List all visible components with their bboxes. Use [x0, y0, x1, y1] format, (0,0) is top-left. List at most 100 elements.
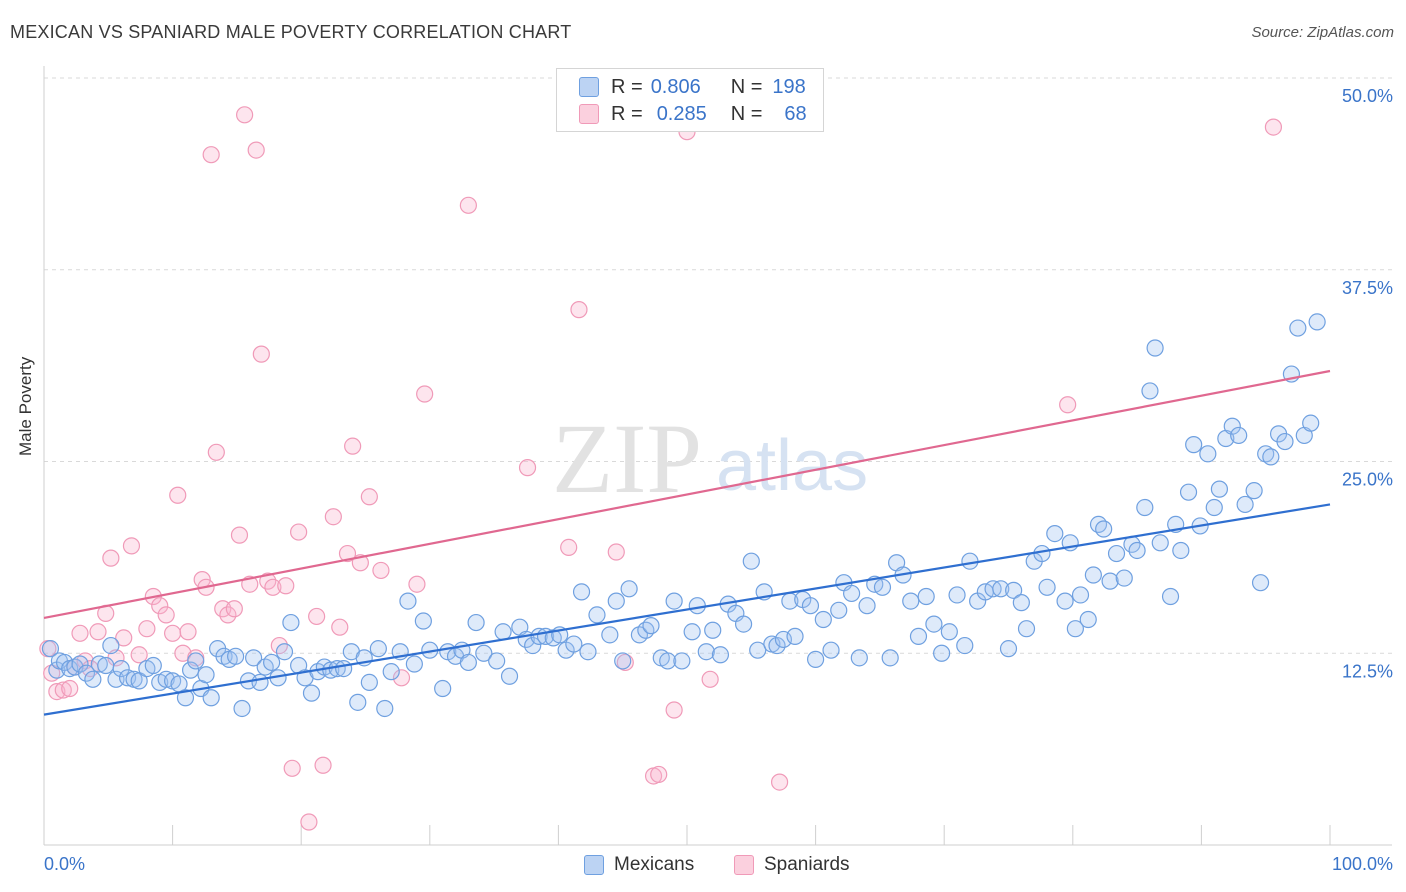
mexicans-point: [102, 636, 120, 655]
mexicans-point: [1179, 483, 1198, 501]
spaniards-point: [560, 538, 578, 557]
mexicans-point: [84, 670, 102, 688]
series-mexicans: [41, 313, 1326, 718]
mexicans-point: [245, 649, 263, 667]
mexicans-trend-line: [43, 503, 1331, 716]
mexicans-point: [1289, 319, 1307, 337]
mexicans-point: [749, 641, 767, 659]
spaniards-point: [225, 600, 243, 618]
mexicans-point: [1141, 382, 1159, 400]
mexicans-point: [1128, 541, 1146, 560]
mexicans-point: [1245, 482, 1263, 500]
spaniards-point: [518, 459, 537, 477]
mexicans-point: [614, 652, 632, 670]
spaniards-point: [61, 679, 79, 698]
mexicans-point: [488, 652, 506, 670]
spaniards-swatch: [734, 855, 754, 875]
mexicans-point: [369, 640, 387, 658]
mexicans-point: [1185, 436, 1203, 454]
mexicans-point: [1089, 515, 1108, 533]
mexicans-point: [697, 643, 715, 661]
spaniards-point: [71, 624, 89, 642]
mexicans-point: [1136, 498, 1154, 517]
spaniards-point: [207, 443, 225, 461]
spaniards-point: [48, 682, 66, 701]
mexicans-point: [157, 670, 175, 688]
mexicans-point: [399, 592, 417, 610]
mexicans-point: [999, 640, 1018, 658]
spaniards-point: [264, 578, 282, 596]
mexicans-point: [459, 653, 477, 672]
spaniards-point: [138, 620, 156, 638]
mexicans-point: [1172, 541, 1190, 560]
mexicans-point: [565, 635, 583, 653]
mexicans-point: [263, 653, 281, 672]
mexicans-point: [786, 627, 804, 645]
mexicans-point: [227, 647, 245, 665]
spaniards-swatch: [579, 104, 599, 124]
trend-lines: [43, 369, 1331, 716]
mexicans-point: [961, 552, 979, 570]
spaniards-point: [115, 629, 133, 647]
mexicans-point: [130, 672, 148, 690]
x-tick-label: 100.0%: [1332, 854, 1393, 874]
mexicans-point: [1107, 544, 1126, 563]
spaniards-point: [665, 701, 683, 719]
mexicans-point: [814, 610, 832, 629]
mexicans-point: [202, 689, 220, 707]
chart-title: MEXICAN VS SPANIARD MALE POVERTY CORRELA…: [10, 22, 572, 42]
mexicans-point: [734, 615, 753, 633]
mexicans-point: [475, 644, 493, 662]
mexicans-point: [688, 597, 706, 615]
spaniards-point: [338, 544, 357, 563]
legend-row-spaniards: R = 0.285 N = 68: [579, 101, 807, 127]
mexicans-point: [579, 643, 597, 661]
spaniards-point: [300, 813, 318, 831]
spaniards-point: [607, 543, 625, 561]
correlation-legend: R = 0.806 N = 198 R = 0.285 N = 68: [556, 68, 824, 132]
spaniards-point: [392, 669, 411, 687]
n-label: N =: [730, 75, 763, 98]
r-value: 0.806: [650, 75, 701, 98]
mexicans-point: [144, 656, 162, 675]
spaniards-point: [770, 773, 789, 791]
spaniards-point: [130, 646, 148, 664]
mexicans-point: [607, 592, 625, 610]
mexicans-point: [1302, 414, 1320, 432]
mexicans-point: [524, 636, 542, 655]
mexicans-point: [925, 615, 943, 633]
mexicans-point: [1251, 574, 1270, 592]
bottom-legend-label: Mexicans: [614, 854, 695, 875]
mexicans-point: [71, 655, 89, 673]
mexicans-point: [233, 699, 251, 718]
watermark-atlas: atlas: [716, 426, 868, 506]
mexicans-point: [704, 621, 722, 639]
mexicans-point: [1199, 445, 1217, 463]
spaniards-point: [314, 756, 332, 774]
spaniards-point: [157, 606, 175, 624]
spaniards-point: [151, 597, 169, 615]
spaniards-point: [408, 575, 426, 593]
spaniards-point: [650, 765, 668, 784]
mexicans-point: [902, 592, 920, 610]
spaniards-point: [179, 623, 197, 641]
mexicans-point: [1205, 498, 1223, 517]
mexicans-point: [187, 652, 205, 670]
mexicans-point: [112, 659, 130, 678]
r-label: R =: [611, 75, 643, 98]
spaniards-point: [174, 644, 192, 662]
spaniards-point: [277, 577, 295, 595]
mexicans-point: [302, 684, 321, 702]
mexicans-point: [806, 650, 825, 668]
mexicans-point: [467, 613, 485, 632]
mexicans-point: [376, 699, 394, 718]
mexicans-point: [1151, 534, 1169, 552]
mexicans-point: [637, 621, 655, 639]
spaniards-point: [290, 523, 308, 541]
spaniards-point: [1059, 396, 1077, 414]
spaniards-point: [202, 146, 220, 164]
spaniards-point: [230, 526, 249, 544]
spaniards-trend-line: [43, 369, 1331, 620]
spaniards-point: [164, 624, 182, 642]
